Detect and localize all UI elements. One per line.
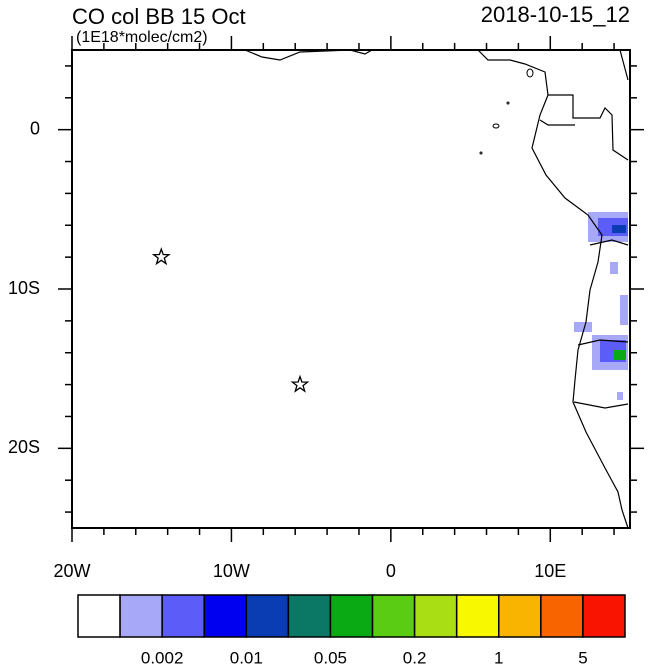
colorbar-label: 0.05 [314,648,347,667]
colorbar-box [287,594,332,638]
colorbar-box [498,594,542,638]
colorbar-box [413,594,458,638]
colorbar-label: 1 [494,648,503,667]
colorbar-box [329,594,374,638]
colorbar-label: 0.2 [403,648,427,667]
date: 2018-10-15_12 [481,2,630,27]
y-tick-label: 0 [30,118,40,138]
field-patch [612,225,626,233]
colorbar-box [203,594,248,638]
colorbar-box [245,594,290,638]
x-tick-label: 10W [213,561,250,581]
y-tick-label: 20S [8,437,40,457]
x-tick-label: 20W [53,561,90,581]
colorbar-label: 0.002 [141,648,184,667]
colorbar-box [455,594,500,638]
colorbar-box [161,594,205,638]
map-layer [244,49,629,529]
colorbar-box [582,594,626,638]
colorbar-box [77,594,121,638]
colorbar-label: 0.01 [230,648,263,667]
subtitle: (1E18*molec/cm2) [76,29,208,46]
colorbar-box [371,594,416,638]
x-tick-label: 10E [534,561,566,581]
colorbar-label: 5 [578,648,587,667]
colorbar-box [540,594,584,638]
y-tick-label: 10S [8,278,40,298]
field-patch [614,350,626,360]
x-tick-label: 0 [386,561,396,581]
colorbar-box [119,594,163,638]
star-marker [290,374,310,393]
coastline [244,49,629,529]
title: CO col BB 15 Oct [72,4,246,29]
islands [479,68,534,155]
star-marker [151,247,171,266]
map-frame [71,49,631,529]
